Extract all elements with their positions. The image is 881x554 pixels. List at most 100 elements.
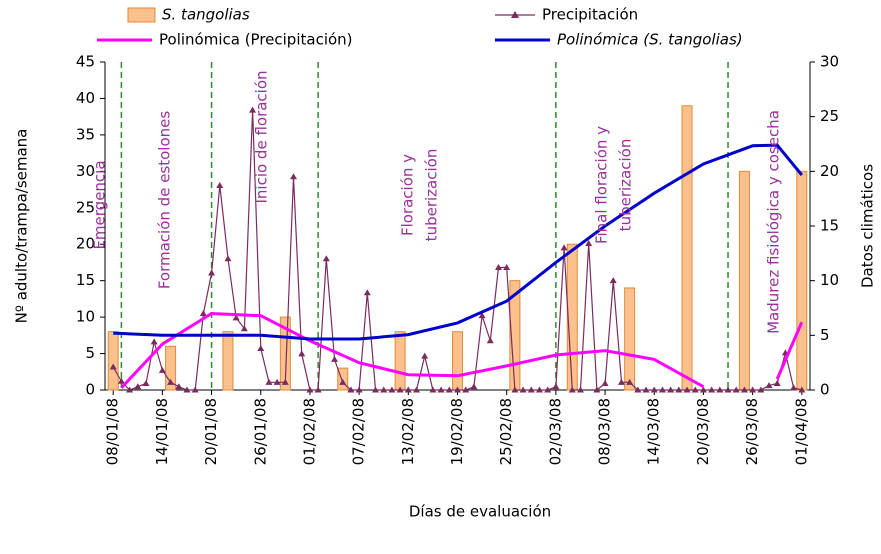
series-line [113, 143, 803, 341]
x-axis-label: Días de evaluación [409, 503, 551, 521]
legend-marker [511, 11, 519, 18]
x-tick-label: 14/01/08 [153, 398, 171, 465]
marker [134, 383, 142, 390]
marker [634, 386, 642, 393]
marker [281, 378, 289, 385]
y-tick-label: 40 [76, 89, 95, 107]
marker [298, 350, 306, 357]
y2-tick-label: 20 [820, 162, 839, 180]
phase-annotation: Emergencia [91, 160, 109, 249]
x-tick-label: 02/03/08 [546, 398, 564, 465]
marker [347, 386, 355, 393]
marker [658, 386, 666, 393]
legend-label: S. tangolias [162, 6, 250, 24]
marker [470, 383, 478, 390]
legend-swatch [127, 7, 156, 23]
bar [107, 331, 119, 391]
marker [445, 386, 453, 393]
marker [183, 386, 191, 393]
y-tick-label: 15 [76, 271, 95, 289]
phase-annotation: Formación de estolones [156, 111, 174, 290]
x-tick-label: 26/01/08 [251, 398, 269, 465]
marker [486, 337, 494, 344]
marker [617, 378, 625, 385]
marker [273, 378, 281, 385]
bar [279, 316, 291, 391]
marker [568, 386, 576, 393]
y-tick-label: 10 [76, 308, 95, 326]
marker [511, 386, 519, 393]
marker [667, 386, 675, 393]
y2-tick-label: 0 [820, 381, 830, 399]
marker [724, 386, 732, 393]
bar [394, 331, 406, 391]
marker [142, 379, 150, 386]
marker [773, 379, 781, 386]
x-tick-label: 20/01/08 [202, 398, 220, 465]
marker [363, 289, 371, 296]
x-tick-label: 19/02/08 [448, 398, 466, 465]
marker [675, 386, 683, 393]
y-tick-label: 35 [76, 125, 95, 143]
y-tick-label: 0 [85, 381, 95, 399]
marker [175, 383, 183, 390]
marker [585, 239, 593, 246]
x-tick-label: 01/04/08 [792, 398, 810, 465]
marker [126, 386, 134, 393]
marker [437, 386, 445, 393]
marker [757, 386, 765, 393]
marker [691, 386, 699, 393]
marker [249, 106, 257, 113]
x-tick-label: 14/03/08 [645, 398, 663, 465]
marker [462, 386, 470, 393]
phase-annotation: tuberización [617, 139, 635, 232]
marker [224, 255, 232, 262]
x-tick-label: 08/03/08 [596, 398, 614, 465]
marker [372, 386, 380, 393]
series-line [120, 311, 804, 389]
marker [790, 384, 798, 391]
marker [191, 386, 199, 393]
marker [240, 325, 248, 332]
marker [609, 277, 617, 284]
marker [544, 386, 552, 393]
bar [452, 331, 463, 391]
marker [339, 378, 347, 385]
marker [740, 386, 748, 393]
marker [601, 379, 609, 386]
marker [355, 386, 363, 393]
marker [150, 338, 158, 345]
marker [158, 366, 166, 373]
x-tick-label: 08/01/08 [104, 398, 122, 465]
marker [413, 386, 421, 393]
y2-tick-label: 10 [820, 271, 839, 289]
y-tick-label: 45 [76, 53, 95, 71]
phase-annotation: Madurez fisiológica y cosecha [765, 110, 783, 334]
marker [265, 378, 273, 385]
marker [478, 312, 486, 319]
marker [404, 386, 412, 393]
marker [519, 386, 527, 393]
x-tick-label: 07/02/08 [350, 398, 368, 465]
y-tick-label: 20 [76, 235, 95, 253]
marker [232, 314, 240, 321]
marker [749, 386, 757, 393]
marker [699, 386, 707, 393]
phase-annotation: tuberización [423, 149, 441, 242]
y2-tick-label: 15 [820, 217, 839, 235]
bar [681, 105, 693, 391]
x-tick-label: 25/02/08 [497, 398, 515, 465]
x-tick-label: 20/03/08 [694, 398, 712, 465]
marker [429, 386, 437, 393]
y2-tick-label: 25 [820, 107, 839, 125]
bar [566, 243, 578, 391]
marker [199, 309, 207, 316]
marker [396, 386, 404, 393]
marker [257, 344, 265, 351]
bar [222, 331, 234, 391]
bar [738, 170, 750, 391]
y-tick-label: 30 [76, 162, 95, 180]
bar [796, 170, 808, 391]
marker [208, 269, 216, 276]
marker [576, 386, 584, 393]
